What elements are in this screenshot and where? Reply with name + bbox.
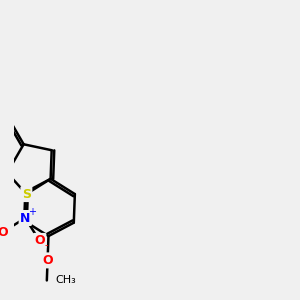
Text: N: N	[20, 212, 31, 224]
Text: O: O	[42, 254, 53, 267]
Text: O: O	[34, 234, 45, 248]
Text: -: -	[44, 240, 48, 250]
Text: O: O	[0, 226, 8, 239]
Text: CH₃: CH₃	[56, 275, 76, 285]
Text: S: S	[22, 188, 31, 201]
Text: +: +	[28, 207, 36, 217]
